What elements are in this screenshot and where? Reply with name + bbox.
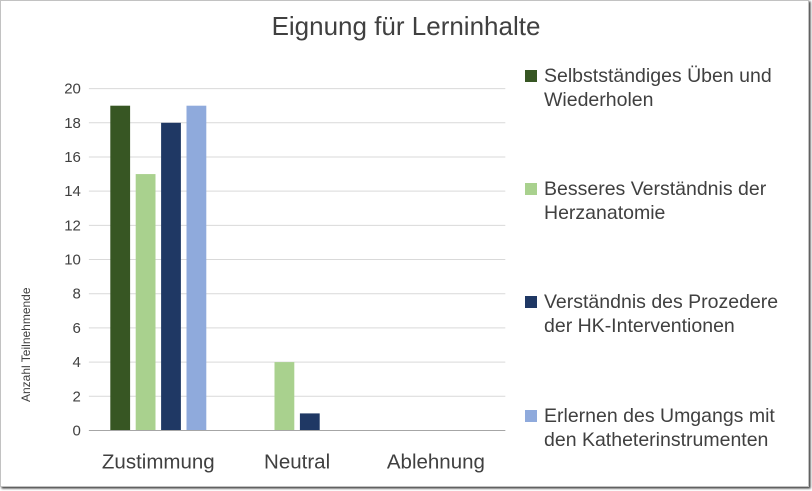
svg-text:0: 0 (73, 423, 81, 440)
svg-text:Neutral: Neutral (264, 451, 330, 474)
svg-text:4: 4 (73, 354, 81, 371)
svg-text:20: 20 (64, 81, 81, 98)
svg-text:8: 8 (73, 286, 81, 303)
svg-text:18: 18 (64, 115, 81, 132)
svg-text:12: 12 (64, 217, 81, 234)
svg-text:6: 6 (73, 320, 81, 337)
svg-text:2: 2 (73, 388, 81, 405)
svg-text:Zustimmung: Zustimmung (102, 451, 215, 474)
svg-text:16: 16 (64, 149, 81, 166)
svg-text:10: 10 (64, 252, 81, 269)
svg-text:Ablehnung: Ablehnung (387, 451, 485, 474)
svg-text:14: 14 (64, 183, 81, 200)
